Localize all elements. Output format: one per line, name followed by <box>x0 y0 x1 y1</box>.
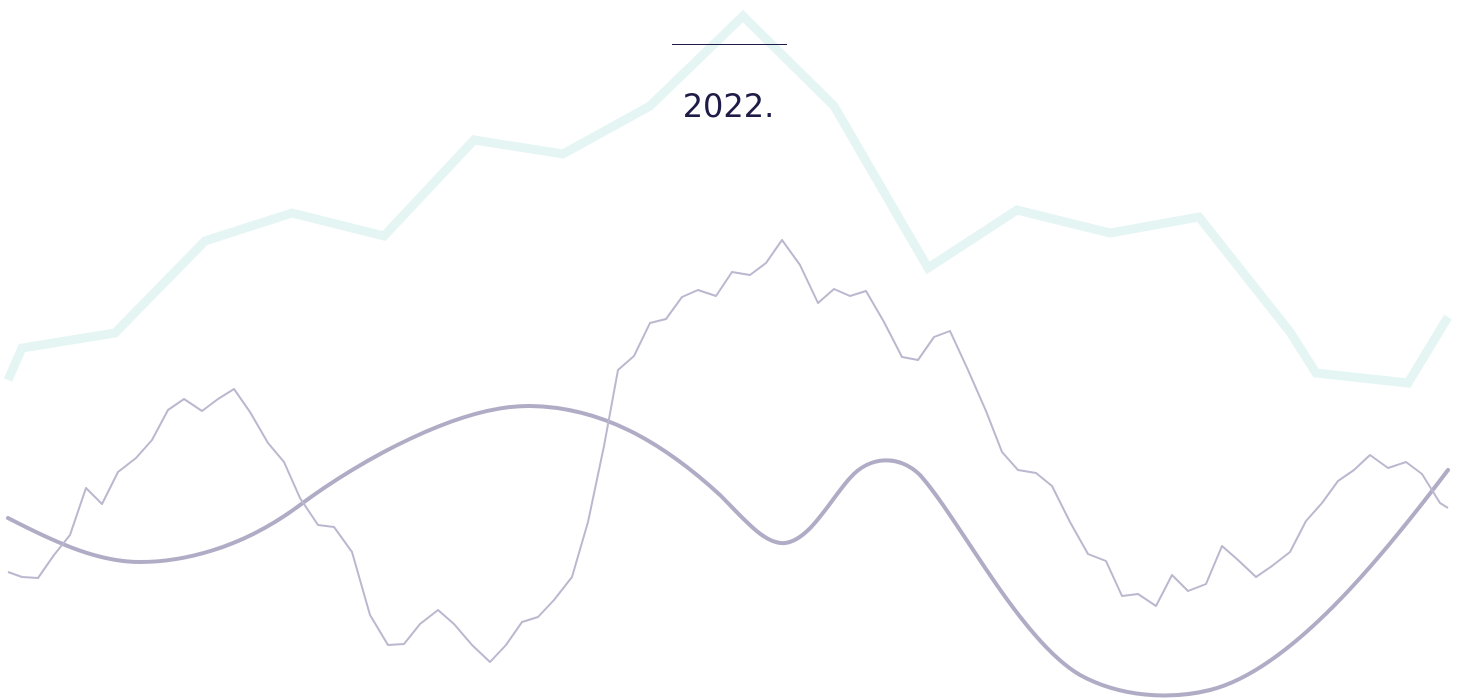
jagged-line <box>7 239 1449 663</box>
smooth-wave <box>6 403 1450 698</box>
title-rule <box>672 44 787 45</box>
year-label: 2022. <box>682 87 775 125</box>
light-polyline <box>3 9 1452 388</box>
